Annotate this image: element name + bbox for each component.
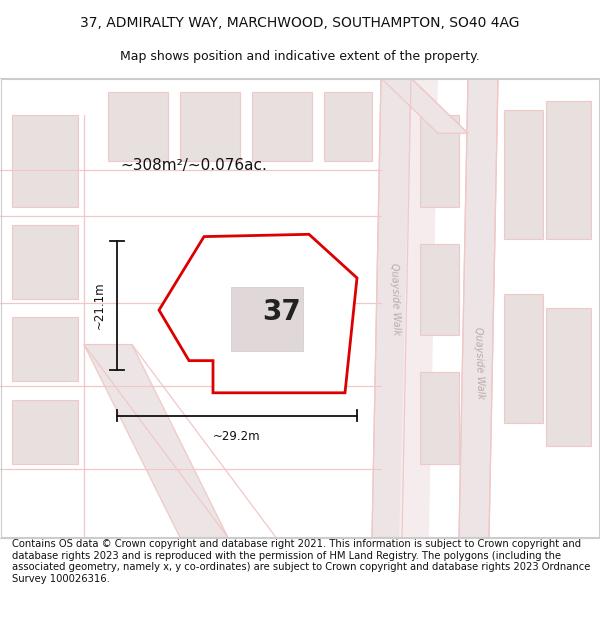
Bar bbox=[546, 308, 591, 446]
Bar bbox=[504, 294, 543, 423]
Text: ~308m²/~0.076ac.: ~308m²/~0.076ac. bbox=[120, 158, 267, 173]
Bar bbox=[420, 244, 459, 336]
Text: Quayside Walk: Quayside Walk bbox=[473, 327, 485, 399]
Bar bbox=[420, 372, 459, 464]
Bar bbox=[12, 225, 78, 299]
Text: Map shows position and indicative extent of the property.: Map shows position and indicative extent… bbox=[120, 50, 480, 62]
Bar bbox=[231, 287, 303, 351]
Bar bbox=[12, 400, 78, 464]
Text: Contains OS data © Crown copyright and database right 2021. This information is : Contains OS data © Crown copyright and d… bbox=[12, 539, 590, 584]
Text: 37, ADMIRALTY WAY, MARCHWOOD, SOUTHAMPTON, SO40 4AG: 37, ADMIRALTY WAY, MARCHWOOD, SOUTHAMPTO… bbox=[80, 16, 520, 31]
Bar bbox=[12, 317, 78, 381]
Text: ~29.2m: ~29.2m bbox=[213, 430, 261, 443]
Bar bbox=[180, 92, 240, 161]
Bar bbox=[252, 92, 312, 161]
Bar bbox=[504, 110, 543, 239]
Polygon shape bbox=[84, 344, 228, 538]
Text: ~21.1m: ~21.1m bbox=[92, 282, 106, 329]
Bar bbox=[324, 92, 372, 161]
Text: Quayside Walk: Quayside Walk bbox=[389, 262, 401, 335]
Polygon shape bbox=[381, 78, 468, 133]
Bar bbox=[108, 92, 168, 161]
Bar bbox=[420, 115, 459, 207]
Bar bbox=[12, 115, 78, 207]
Polygon shape bbox=[459, 78, 498, 538]
Bar bbox=[546, 101, 591, 239]
Polygon shape bbox=[372, 78, 411, 538]
Polygon shape bbox=[399, 78, 438, 538]
Text: 37: 37 bbox=[263, 298, 301, 326]
Polygon shape bbox=[159, 234, 357, 392]
